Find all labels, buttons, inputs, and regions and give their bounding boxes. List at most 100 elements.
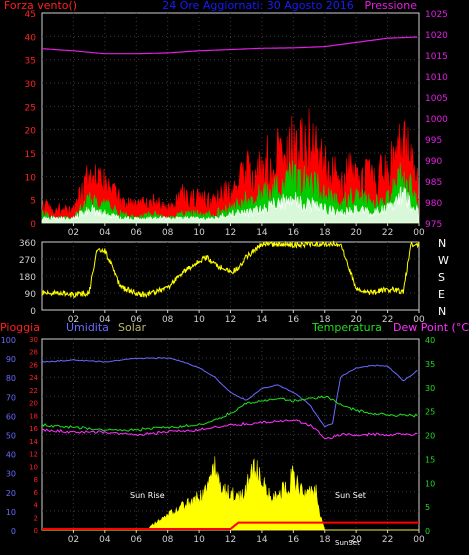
- compass-label: N: [438, 237, 446, 250]
- temperature-tick-label: 0: [425, 527, 430, 536]
- wind-pressure-panel: 0510152025303540459759809859909951000100…: [25, 10, 449, 238]
- x-tick-label: 10: [193, 315, 205, 325]
- humidity-tick-label: 30: [6, 470, 16, 479]
- x-tick-label: 06: [131, 535, 143, 545]
- rain-tick-label: 10: [29, 463, 38, 471]
- rain-tick-label: 14: [29, 438, 38, 446]
- x-tick-label: 08: [162, 315, 174, 325]
- x-tick-label: 08: [162, 535, 174, 545]
- temperature-tick-label: 30: [425, 384, 435, 393]
- x-tick-label: 06: [131, 228, 143, 238]
- x-tick-label: 14: [256, 228, 268, 238]
- pressure-tick-label: 990: [425, 157, 442, 167]
- humidity-series: [41, 356, 418, 428]
- direction-tick-label: 180: [19, 273, 36, 283]
- humidity-tick-label: 50: [6, 432, 16, 441]
- rain-tick-label: 20: [29, 400, 38, 408]
- wind-tick-label: 15: [25, 150, 36, 160]
- direction-tick-label: 90: [25, 290, 37, 300]
- temperature-tick-label: 5: [425, 503, 430, 512]
- pressure-tick-label: 1020: [425, 31, 448, 41]
- rain-tick-label: 8: [34, 476, 38, 484]
- x-tick-label: 14: [256, 535, 268, 545]
- humidity-tick-label: 40: [6, 451, 16, 460]
- rain-tick-label: 12: [29, 451, 38, 459]
- x-tick-label: 20: [350, 315, 362, 325]
- chart-title: 24 Ore Aggiornati: 30 Agosto 2016: [162, 0, 354, 12]
- temperature-series: [41, 395, 418, 432]
- x-tick-label: 02: [68, 315, 79, 325]
- pressure-tick-label: 1005: [425, 94, 448, 104]
- x-tick-label: 12: [225, 315, 236, 325]
- humidity-tick-label: 60: [6, 412, 16, 421]
- x-tick-label: 02: [68, 535, 79, 545]
- x-tick-label: 06: [131, 315, 143, 325]
- sunset-label: Sun Set: [335, 491, 366, 500]
- direction-tick-label: 0: [30, 307, 36, 317]
- humidity-tick-label: 0: [11, 527, 16, 536]
- x-tick-label: 12: [225, 535, 236, 545]
- humidity-tick-label: 80: [6, 374, 16, 383]
- x-tick-label: 16: [288, 315, 300, 325]
- compass-label: S: [438, 271, 445, 284]
- pressure-series: [41, 36, 418, 55]
- rain-series: [42, 521, 419, 530]
- x-tick-label: 10: [193, 535, 205, 545]
- pressure-tick-label: 980: [425, 199, 442, 209]
- pressure-tick-label: 1010: [425, 73, 448, 83]
- humidity-tick-label: 10: [6, 508, 16, 517]
- x-tick-label: 18: [319, 315, 331, 325]
- rain-tick-label: 16: [29, 425, 38, 433]
- direction-series: [41, 240, 420, 299]
- temperature-tick-label: 40: [425, 336, 435, 345]
- rain-tick-label: 26: [29, 361, 38, 369]
- direction-tick-label: 270: [19, 256, 36, 266]
- sunrise-label: Sun Rise: [130, 491, 165, 500]
- wind-avg-series: [41, 186, 420, 224]
- rain-tick-label: 28: [29, 349, 38, 357]
- wind-gust-series: [41, 108, 420, 224]
- x-tick-label: 12: [225, 228, 236, 238]
- x-tick-label: 10: [193, 228, 205, 238]
- x-tick-label: 00: [413, 535, 425, 545]
- pressure-tick-label: 1000: [425, 115, 448, 125]
- compass-label: N: [438, 305, 446, 318]
- rain-tick-label: 0: [34, 527, 38, 535]
- wind-tick-label: 25: [25, 103, 36, 113]
- temperature-tick-label: 25: [425, 408, 435, 417]
- x-tick-label: 20: [350, 228, 362, 238]
- temperature-tick-label: 10: [425, 479, 435, 488]
- wind-tick-label: 5: [30, 197, 36, 207]
- solar-axis-title: Solar: [118, 321, 147, 334]
- x-tick-label: 18: [319, 228, 331, 238]
- wind-tick-label: 10: [25, 173, 37, 183]
- temperature-axis-title: Temperatura: [311, 321, 382, 334]
- compass-label: E: [438, 288, 445, 301]
- x-tick-label: 00: [413, 315, 425, 325]
- rain-tick-label: 22: [29, 387, 38, 395]
- wind-tick-label: 35: [25, 57, 36, 67]
- humidity-tick-label: 90: [6, 355, 16, 364]
- humidity-tick-label: 20: [6, 489, 16, 498]
- x-tick-label: 04: [99, 315, 111, 325]
- x-tick-label: 22: [382, 228, 393, 238]
- x-tick-label: 16: [288, 228, 300, 238]
- pressure-tick-label: 975: [425, 220, 442, 230]
- rain-tick-label: 6: [34, 489, 39, 497]
- temperature-tick-label: 15: [425, 455, 435, 464]
- rain-tick-label: 2: [34, 514, 38, 522]
- rain-tick-label: 24: [29, 374, 38, 382]
- compass-label: W: [438, 254, 449, 267]
- pressure-tick-label: 1015: [425, 52, 448, 62]
- humidity-temperature-solar-panel: 0102030405060708090100024681012141618202…: [1, 336, 435, 545]
- humidity-tick-label: 100: [1, 336, 16, 345]
- rain-tick-label: 18: [29, 412, 38, 420]
- wind-tick-label: 40: [25, 33, 37, 43]
- sunset-tick-label: SunSet: [335, 539, 360, 547]
- x-tick-label: 22: [382, 535, 393, 545]
- wind-tick-label: 0: [30, 220, 36, 230]
- x-tick-label: 16: [288, 535, 300, 545]
- rain-tick-label: 4: [34, 502, 39, 510]
